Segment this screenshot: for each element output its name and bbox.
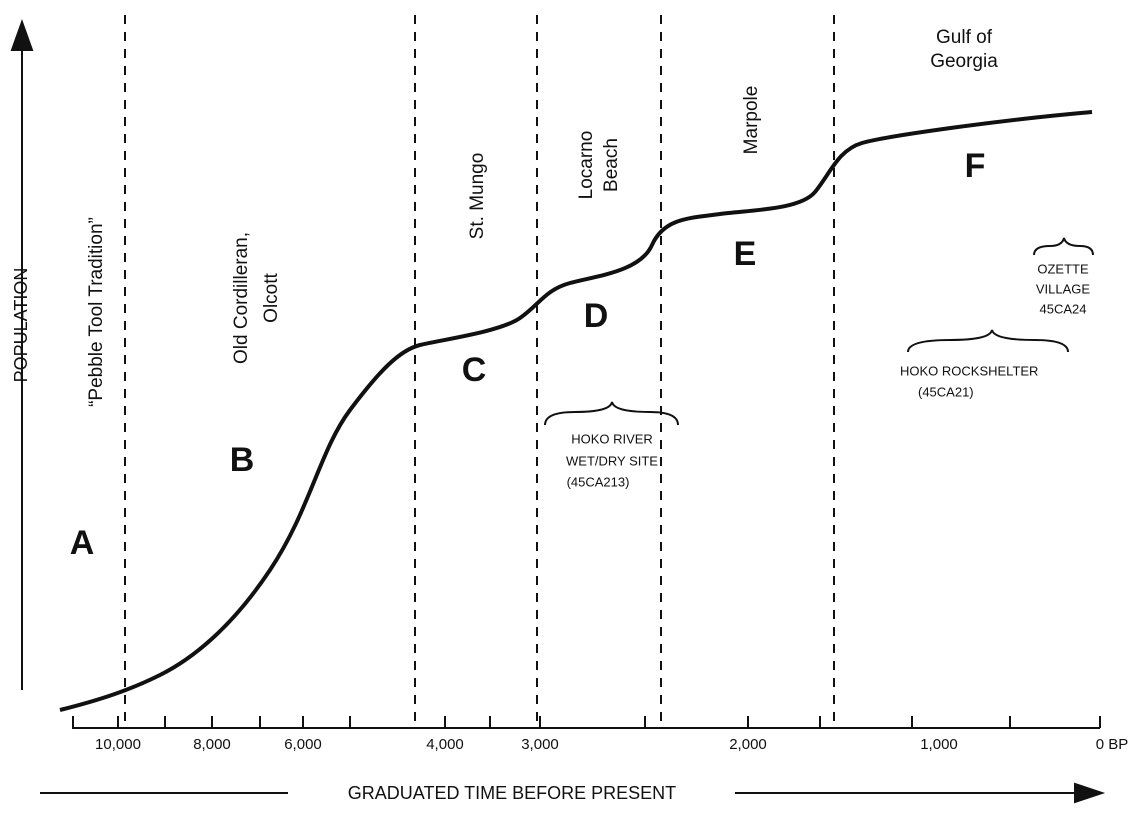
site-label: (45CA21)	[918, 384, 974, 399]
period-label: St. Mungo	[467, 153, 488, 240]
x-tick-label: 4,000	[426, 736, 464, 753]
phase-label: E	[734, 235, 757, 273]
period-label: Old Cordilleran,	[231, 232, 252, 364]
population-curve	[59, 110, 1093, 712]
site-label: HOKO ROCKSHELTER	[900, 363, 1038, 378]
x-tick-label: 1,000	[920, 736, 958, 753]
y-axis-label: POPULATION	[11, 268, 31, 383]
phase-label: D	[584, 297, 609, 335]
x-tick-label: 2,000	[729, 736, 767, 753]
site-label: VILLAGE	[1036, 281, 1091, 296]
tick-marks	[72, 716, 1101, 728]
x-axis-label: GRADUATED TIME BEFORE PRESENT	[348, 783, 676, 803]
period-label: Marpole	[741, 86, 762, 155]
period-label: Gulf of	[936, 27, 993, 48]
phase-label: B	[230, 441, 255, 479]
site-label: 45CA24	[1040, 301, 1087, 316]
x-tick-label: 8,000	[193, 736, 231, 753]
site-label: (45CA213)	[567, 474, 630, 489]
phase-label: F	[965, 147, 986, 185]
brace	[1033, 237, 1094, 256]
site-label: HOKO RIVER	[571, 431, 653, 446]
site-label: OZETTE	[1037, 261, 1089, 276]
phase-label: C	[462, 351, 487, 389]
period-label: Olcott	[261, 272, 282, 322]
x-tick-label: 6,000	[284, 736, 322, 753]
phase-label: A	[70, 524, 95, 562]
period-label: Beach	[601, 138, 622, 192]
x-tick-label: 0 BP	[1096, 736, 1129, 753]
x-arrowhead	[1074, 782, 1106, 804]
x-tick-label: 10,000	[95, 736, 141, 753]
x-tick-label: 3,000	[521, 736, 559, 753]
period-label: Locarno	[576, 131, 597, 200]
brace	[544, 401, 679, 426]
period-label: “Pebble Tool Tradition”	[86, 217, 107, 407]
site-label: WET/DRY SITE	[566, 453, 658, 468]
period-label: Georgia	[930, 51, 998, 72]
y-arrowhead	[10, 19, 34, 51]
brace	[907, 329, 1069, 353]
